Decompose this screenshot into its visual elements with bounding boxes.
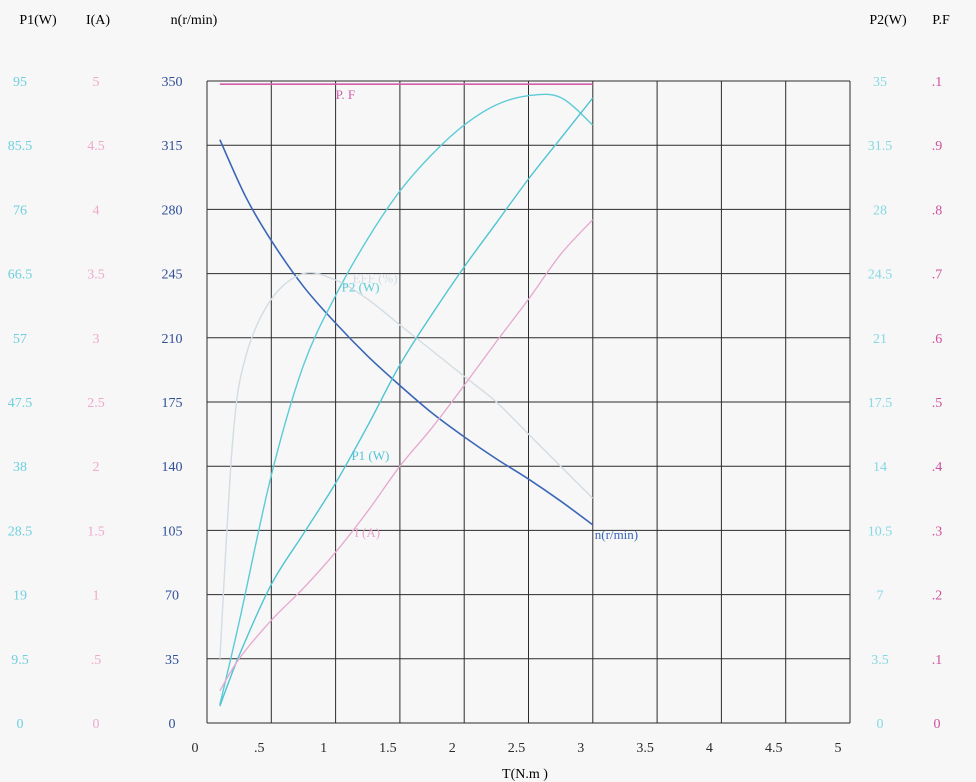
x-tick-label: 4.5 xyxy=(765,741,783,756)
p1-axis-title: P1(W) xyxy=(19,13,57,28)
series-line-4 xyxy=(219,219,594,692)
p2-tick-label: 35 xyxy=(873,75,887,90)
tick-labels: 9585.57666.55747.53828.5199.5054.543.532… xyxy=(8,75,943,756)
speed-tick-label: 175 xyxy=(162,396,183,411)
x-tick-label: 1 xyxy=(320,741,327,756)
p1-tick-label: 76 xyxy=(13,203,27,218)
p1-tick-label: 0 xyxy=(17,717,24,732)
speed-tick-label: 280 xyxy=(162,203,183,218)
p1-tick-label: 85.5 xyxy=(8,139,33,154)
speed-tick-label: 105 xyxy=(162,524,183,539)
x-tick-label: 0 xyxy=(192,741,199,756)
current-tick-label: 3.5 xyxy=(87,268,105,283)
pf-tick-label: .2 xyxy=(932,589,943,604)
series-label-current: I (A) xyxy=(354,525,380,540)
pf-tick-label: 0 xyxy=(934,717,941,732)
pf-tick-label: .7 xyxy=(932,268,943,283)
x-tick-label: .5 xyxy=(254,741,265,756)
current-tick-label: 1 xyxy=(93,589,100,604)
pf-tick-label: .1 xyxy=(932,653,943,668)
p2-tick-label: 14 xyxy=(873,460,887,475)
pf-tick-label: .6 xyxy=(932,332,943,347)
series-line-1 xyxy=(219,93,594,705)
x-tick-label: 1.5 xyxy=(379,741,397,756)
series-line-3 xyxy=(219,97,594,707)
current-tick-label: 2.5 xyxy=(87,396,105,411)
pf-axis-title: P.F xyxy=(932,13,950,28)
speed-tick-label: 70 xyxy=(165,589,179,604)
speed-tick-label: 35 xyxy=(165,653,179,668)
speed-axis-title: n(r/min) xyxy=(171,13,218,28)
current-tick-label: 0 xyxy=(93,717,100,732)
series-line-2 xyxy=(219,271,594,659)
x-tick-label: 4 xyxy=(706,741,713,756)
speed-tick-label: 315 xyxy=(162,139,183,154)
series-labels: n(r/min) P2 (W)EFF (%) P1 (W) I (A) P. F xyxy=(336,87,639,542)
series xyxy=(219,83,594,707)
grid xyxy=(206,80,851,724)
p1-tick-label: 38 xyxy=(13,460,27,475)
p2-tick-label: 24.5 xyxy=(868,268,893,283)
current-tick-label: 4.5 xyxy=(87,139,105,154)
x-tick-label: 2 xyxy=(449,741,456,756)
series-label-pf: P. F xyxy=(336,87,356,102)
p1-tick-label: 9.5 xyxy=(11,653,29,668)
speed-tick-label: 210 xyxy=(162,332,183,347)
pf-tick-label: .8 xyxy=(932,203,943,218)
pf-tick-label: .1 xyxy=(932,75,943,90)
p1-tick-label: 28.5 xyxy=(8,524,33,539)
pf-tick-label: .5 xyxy=(932,396,943,411)
p2-tick-label: 31.5 xyxy=(868,139,893,154)
series-label-p2: P2 (W) xyxy=(342,280,380,295)
series-label-p1: P1 (W) xyxy=(351,448,389,463)
p2-tick-label: 28 xyxy=(873,203,887,218)
p2-tick-label: 10.5 xyxy=(868,524,893,539)
p1-tick-label: 95 xyxy=(13,75,27,90)
p1-tick-label: 66.5 xyxy=(8,268,33,283)
current-tick-label: 3 xyxy=(93,332,100,347)
speed-tick-label: 350 xyxy=(162,75,183,90)
speed-tick-label: 245 xyxy=(162,268,183,283)
p1-tick-label: 57 xyxy=(13,332,27,347)
series-label-eff: EFF (%) xyxy=(352,270,397,285)
current-axis-title: I(A) xyxy=(86,13,110,28)
p2-tick-label: 17.5 xyxy=(868,396,893,411)
p1-tick-label: 47.5 xyxy=(8,396,33,411)
p2-tick-label: 3.5 xyxy=(871,653,889,668)
x-tick-label: 5 xyxy=(835,741,842,756)
series-line-0 xyxy=(219,139,594,526)
p2-tick-label: 7 xyxy=(877,589,884,604)
series-label-speed: n(r/min) xyxy=(595,527,638,542)
pf-tick-label: .9 xyxy=(932,139,943,154)
current-tick-label: 5 xyxy=(93,75,100,90)
pf-tick-label: .3 xyxy=(932,524,943,539)
current-tick-label: 4 xyxy=(93,203,100,218)
x-tick-label: 2.5 xyxy=(508,741,526,756)
p2-axis-title: P2(W) xyxy=(869,13,907,28)
current-tick-label: 2 xyxy=(93,460,100,475)
p1-tick-label: 19 xyxy=(13,589,27,604)
pf-tick-label: .4 xyxy=(932,460,943,475)
p2-tick-label: 21 xyxy=(873,332,887,347)
current-tick-label: .5 xyxy=(91,653,102,668)
speed-tick-label: 140 xyxy=(162,460,183,475)
x-axis-title: T(N.m ) xyxy=(502,767,548,782)
x-tick-label: 3 xyxy=(577,741,584,756)
speed-tick-label: 0 xyxy=(169,717,176,732)
x-tick-label: 3.5 xyxy=(636,741,654,756)
p2-tick-label: 0 xyxy=(877,717,884,732)
current-tick-label: 1.5 xyxy=(87,524,105,539)
